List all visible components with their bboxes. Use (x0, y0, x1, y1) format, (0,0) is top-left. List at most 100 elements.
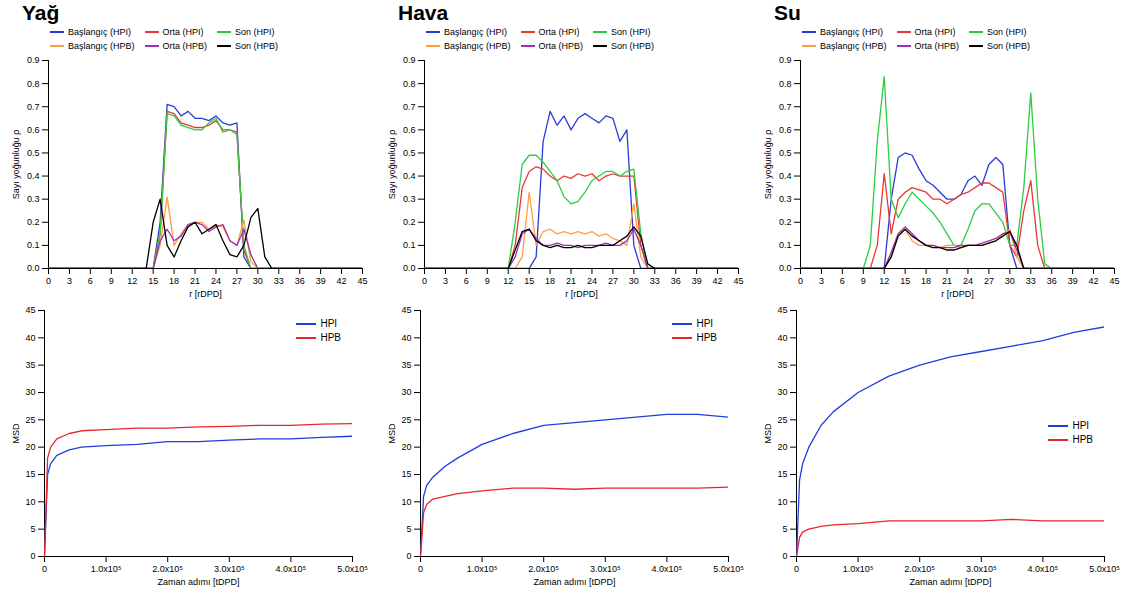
svg-text:30: 30 (253, 276, 263, 286)
svg-text:15: 15 (777, 469, 787, 479)
svg-text:0.8: 0.8 (403, 78, 416, 88)
svg-text:6: 6 (464, 276, 469, 286)
svg-text:2.0x10⁵: 2.0x10⁵ (904, 564, 935, 574)
svg-text:0.7: 0.7 (27, 102, 40, 112)
svg-text:Sayı yoğunluğu ρ: Sayı yoğunluğu ρ (763, 130, 773, 200)
svg-text:30: 30 (1005, 276, 1015, 286)
svg-text:Sayı yoğunluğu ρ: Sayı yoğunluğu ρ (387, 130, 397, 200)
svg-text:35: 35 (25, 360, 35, 370)
svg-text:12: 12 (879, 276, 889, 286)
svg-text:40: 40 (777, 333, 787, 343)
svg-text:45: 45 (401, 305, 411, 315)
svg-text:0: 0 (30, 551, 35, 561)
svg-text:0.3: 0.3 (27, 194, 40, 204)
svg-text:42: 42 (1089, 276, 1099, 286)
svg-text:0.6: 0.6 (403, 125, 416, 135)
svg-text:33: 33 (274, 276, 284, 286)
svg-text:21: 21 (942, 276, 952, 286)
svg-text:6: 6 (88, 276, 93, 286)
svg-text:0.2: 0.2 (779, 217, 792, 227)
svg-text:0.0: 0.0 (779, 263, 792, 273)
svg-text:0.2: 0.2 (403, 217, 416, 227)
svg-text:5.0x10⁵: 5.0x10⁵ (1089, 564, 1120, 574)
svg-text:2.0x10⁵: 2.0x10⁵ (152, 564, 183, 574)
svg-text:3: 3 (443, 276, 448, 286)
svg-text:45: 45 (357, 276, 367, 286)
svg-text:0.9: 0.9 (779, 55, 792, 65)
svg-text:5.0x10⁵: 5.0x10⁵ (713, 564, 744, 574)
svg-text:0.3: 0.3 (403, 194, 416, 204)
svg-text:20: 20 (401, 442, 411, 452)
svg-text:15: 15 (25, 469, 35, 479)
svg-text:0.7: 0.7 (403, 102, 416, 112)
svg-text:MSD: MSD (387, 423, 397, 444)
svg-text:0.6: 0.6 (27, 125, 40, 135)
svg-text:0.2: 0.2 (27, 217, 40, 227)
svg-text:25: 25 (777, 415, 787, 425)
svg-text:r [rDPD]: r [rDPD] (941, 289, 974, 299)
svg-text:0: 0 (422, 276, 427, 286)
svg-text:r [rDPD]: r [rDPD] (189, 289, 222, 299)
svg-text:27: 27 (608, 276, 618, 286)
svg-text:15: 15 (148, 276, 158, 286)
svg-text:33: 33 (1026, 276, 1036, 286)
svg-text:30: 30 (401, 387, 411, 397)
svg-text:0: 0 (406, 551, 411, 561)
svg-text:5.0x10⁵: 5.0x10⁵ (337, 564, 368, 574)
svg-text:15: 15 (401, 469, 411, 479)
svg-text:0: 0 (42, 564, 47, 574)
svg-text:1.0x10⁵: 1.0x10⁵ (467, 564, 498, 574)
svg-text:Zaman adımı [tDPD]: Zaman adımı [tDPD] (909, 577, 991, 587)
svg-text:2.0x10⁵: 2.0x10⁵ (528, 564, 559, 574)
svg-text:1.0x10⁵: 1.0x10⁵ (843, 564, 874, 574)
svg-text:10: 10 (777, 497, 787, 507)
svg-text:15: 15 (524, 276, 534, 286)
svg-text:0.8: 0.8 (779, 78, 792, 88)
svg-text:39: 39 (692, 276, 702, 286)
svg-text:0.6: 0.6 (779, 125, 792, 135)
svg-text:0: 0 (46, 276, 51, 286)
svg-text:30: 30 (629, 276, 639, 286)
svg-text:0.4: 0.4 (779, 171, 792, 181)
svg-text:18: 18 (169, 276, 179, 286)
svg-text:12: 12 (127, 276, 137, 286)
svg-text:4.0x10⁵: 4.0x10⁵ (1028, 564, 1059, 574)
svg-text:Sayı yoğunluğu ρ: Sayı yoğunluğu ρ (11, 130, 21, 200)
svg-text:30: 30 (777, 387, 787, 397)
svg-text:Zaman adımı [tDPD]: Zaman adımı [tDPD] (533, 577, 615, 587)
svg-text:40: 40 (25, 333, 35, 343)
svg-text:45: 45 (733, 276, 743, 286)
svg-text:0.9: 0.9 (403, 55, 416, 65)
svg-text:3: 3 (819, 276, 824, 286)
svg-text:9: 9 (109, 276, 114, 286)
svg-text:15: 15 (900, 276, 910, 286)
svg-text:0: 0 (418, 564, 423, 574)
svg-text:42: 42 (337, 276, 347, 286)
svg-text:6: 6 (840, 276, 845, 286)
svg-text:24: 24 (963, 276, 973, 286)
svg-text:0.9: 0.9 (27, 55, 40, 65)
svg-text:45: 45 (1109, 276, 1119, 286)
svg-text:35: 35 (401, 360, 411, 370)
svg-text:0.5: 0.5 (403, 148, 416, 158)
svg-text:36: 36 (1047, 276, 1057, 286)
svg-text:4.0x10⁵: 4.0x10⁵ (276, 564, 307, 574)
svg-text:3.0x10⁵: 3.0x10⁵ (214, 564, 245, 574)
svg-text:3.0x10⁵: 3.0x10⁵ (590, 564, 621, 574)
svg-text:36: 36 (295, 276, 305, 286)
svg-text:18: 18 (921, 276, 931, 286)
svg-text:4.0x10⁵: 4.0x10⁵ (652, 564, 683, 574)
svg-text:27: 27 (232, 276, 242, 286)
svg-text:18: 18 (545, 276, 555, 286)
svg-text:39: 39 (1068, 276, 1078, 286)
svg-text:0.4: 0.4 (403, 171, 416, 181)
svg-text:36: 36 (671, 276, 681, 286)
svg-text:0.1: 0.1 (27, 240, 40, 250)
svg-text:21: 21 (190, 276, 200, 286)
svg-text:25: 25 (401, 415, 411, 425)
svg-text:30: 30 (25, 387, 35, 397)
svg-text:0.0: 0.0 (403, 263, 416, 273)
svg-text:12: 12 (503, 276, 513, 286)
svg-text:0.5: 0.5 (779, 148, 792, 158)
svg-text:3.0x10⁵: 3.0x10⁵ (966, 564, 997, 574)
